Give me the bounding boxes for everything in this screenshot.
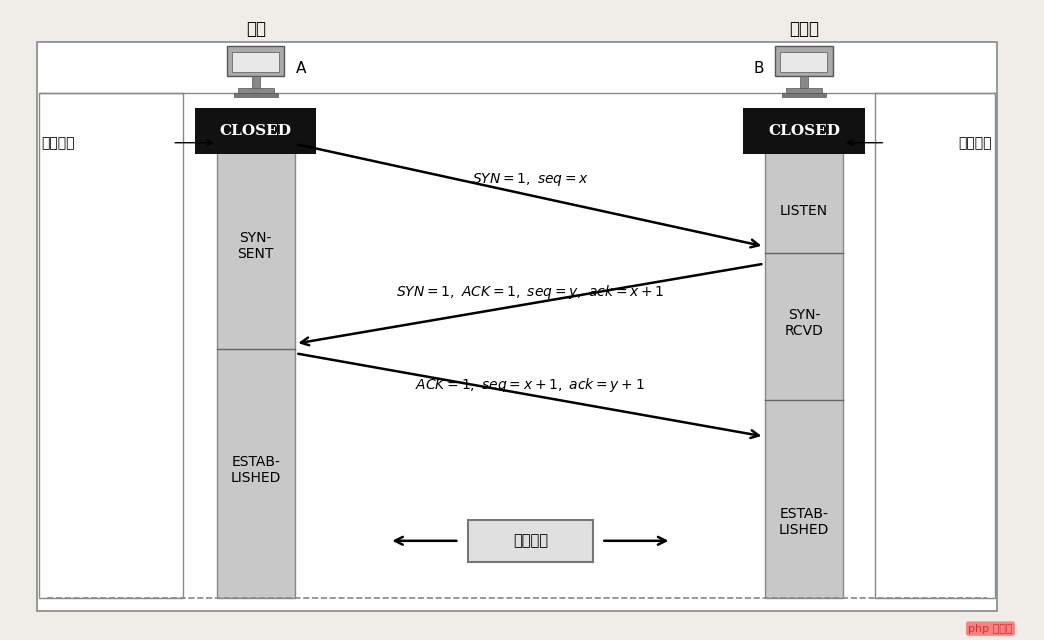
Bar bbox=[37, 42, 997, 611]
Text: $SYN = 1,\ seq = x$: $SYN = 1,\ seq = x$ bbox=[472, 171, 589, 188]
Bar bbox=[781, 52, 828, 72]
Bar bbox=[195, 108, 316, 154]
Bar bbox=[232, 52, 279, 72]
Bar bbox=[217, 131, 294, 598]
Text: 服务器: 服务器 bbox=[789, 20, 818, 38]
Text: ESTAB-
LISHED: ESTAB- LISHED bbox=[779, 506, 829, 537]
Bar bbox=[875, 93, 995, 598]
Bar bbox=[743, 108, 864, 154]
Text: $SYN = 1,\ ACK = 1,\ seq = y,\ ack= x + 1$: $SYN = 1,\ ACK = 1,\ seq = y,\ ack= x + … bbox=[396, 284, 665, 301]
Text: LISTEN: LISTEN bbox=[780, 204, 828, 218]
Text: 主动打开: 主动打开 bbox=[42, 136, 75, 150]
Text: SYN-
SENT: SYN- SENT bbox=[238, 231, 274, 262]
Text: A: A bbox=[295, 61, 306, 76]
Bar bbox=[252, 76, 260, 88]
Bar bbox=[775, 45, 833, 76]
Text: SYN-
RCVD: SYN- RCVD bbox=[784, 308, 824, 339]
Text: 客户: 客户 bbox=[245, 20, 266, 38]
Bar bbox=[234, 93, 278, 97]
Text: 数据传送: 数据传送 bbox=[513, 533, 548, 548]
Bar bbox=[785, 88, 823, 93]
Bar bbox=[39, 93, 183, 598]
Bar bbox=[782, 93, 826, 97]
Bar bbox=[468, 520, 593, 562]
Text: B: B bbox=[754, 61, 764, 76]
Text: CLOSED: CLOSED bbox=[768, 124, 839, 138]
Bar bbox=[227, 45, 284, 76]
Text: $ACK = 1,\ seq = x + 1,\ ack = y + 1$: $ACK = 1,\ seq = x + 1,\ ack = y + 1$ bbox=[416, 376, 645, 394]
Text: 被动打开: 被动打开 bbox=[958, 136, 992, 150]
Text: CLOSED: CLOSED bbox=[220, 124, 291, 138]
Bar bbox=[237, 88, 274, 93]
Bar bbox=[764, 131, 843, 598]
Bar bbox=[800, 76, 808, 88]
Text: php 中文网: php 中文网 bbox=[968, 623, 1013, 634]
Text: ESTAB-
LISHED: ESTAB- LISHED bbox=[231, 455, 281, 486]
